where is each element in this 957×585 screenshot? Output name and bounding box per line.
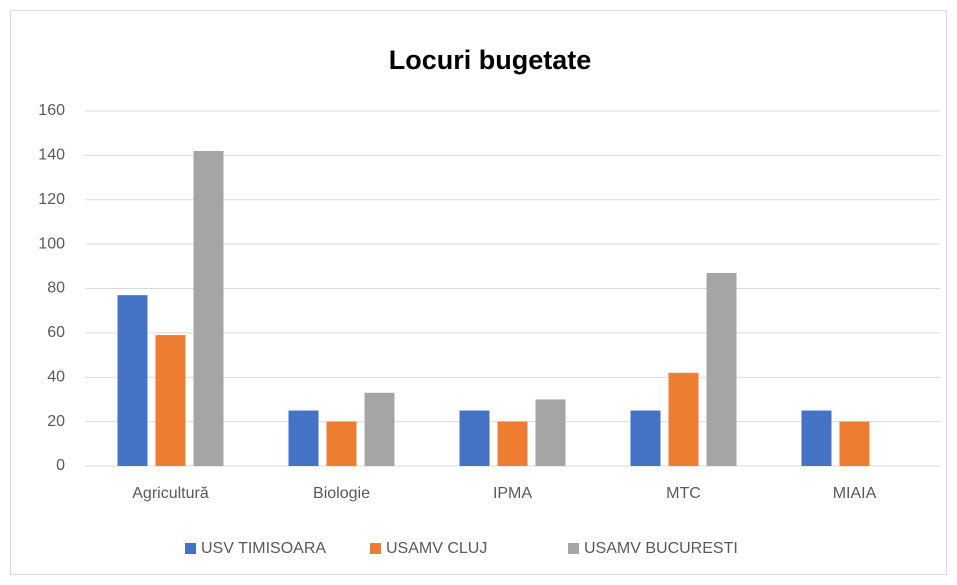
- bar: [117, 295, 148, 466]
- bar: [839, 421, 870, 466]
- bar: [497, 421, 528, 466]
- legend-swatch: [568, 543, 579, 554]
- bar: [535, 399, 566, 466]
- bar: [193, 150, 224, 466]
- legend-label: USV TIMISOARA: [201, 540, 326, 557]
- x-tick-label: IPMA: [493, 485, 532, 502]
- legend-label: USAMV BUCURESTI: [584, 540, 738, 557]
- bar: [459, 410, 490, 466]
- bar: [288, 410, 319, 466]
- y-tick-label: 40: [47, 368, 65, 385]
- x-tick-label: MTC: [666, 485, 701, 502]
- chart-title: Locuri bugetate: [389, 45, 592, 75]
- bar: [630, 410, 661, 466]
- legend-swatch: [185, 543, 196, 554]
- y-tick-label: 80: [47, 280, 65, 297]
- x-tick-label: Biologie: [313, 485, 370, 502]
- bar: [668, 372, 699, 466]
- chart-border: [10, 10, 947, 575]
- bar: [326, 421, 357, 466]
- y-tick-label: 160: [38, 102, 65, 119]
- legend-swatch: [370, 543, 381, 554]
- bar: [706, 272, 737, 466]
- bar: [801, 410, 832, 466]
- y-tick-label: 20: [47, 413, 65, 430]
- y-tick-label: 60: [47, 324, 65, 341]
- legend-label: USAMV CLUJ: [386, 540, 487, 557]
- x-tick-label: Agricultură: [132, 485, 209, 502]
- y-tick-label: 100: [38, 235, 65, 252]
- y-tick-label: 0: [56, 457, 65, 474]
- y-tick-label: 120: [38, 191, 65, 208]
- y-tick-label: 140: [38, 147, 65, 164]
- bar: [364, 392, 395, 466]
- bar: [155, 335, 186, 466]
- x-tick-label: MIAIA: [833, 485, 877, 502]
